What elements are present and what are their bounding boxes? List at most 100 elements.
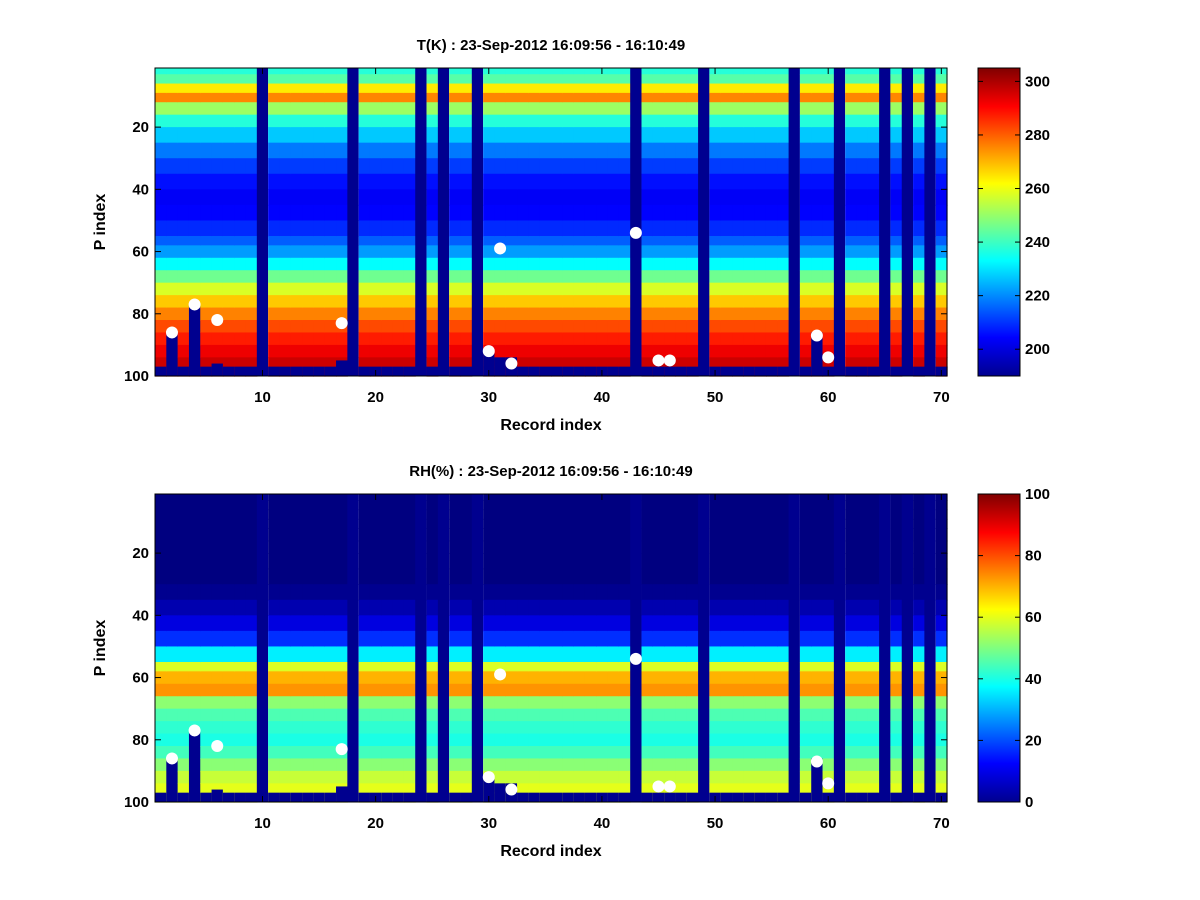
- heatmap-cell: [177, 770, 190, 784]
- heatmap-cell: [358, 173, 371, 190]
- heatmap-cell: [584, 127, 597, 144]
- heatmap-cell: [890, 528, 903, 542]
- heatmap-cell: [686, 746, 699, 760]
- heatmap-cell: [324, 204, 337, 222]
- heatmap-cell: [200, 257, 213, 271]
- heatmap-cell: [935, 721, 948, 735]
- heatmap-cell: [732, 671, 744, 685]
- missing-level-block: [279, 366, 292, 376]
- heatmap-cell: [822, 270, 835, 284]
- heatmap-cell: [505, 540, 518, 554]
- heatmap-cell: [777, 494, 790, 501]
- heatmap-cell: [935, 74, 948, 85]
- heatmap-cell: [302, 662, 314, 672]
- heatmap-cell: [765, 494, 778, 501]
- heatmap-cell: [935, 646, 948, 663]
- heatmap-cell: [867, 783, 880, 794]
- heatmap-cell: [392, 494, 405, 501]
- heatmap-cell: [211, 671, 224, 685]
- heatmap-cell: [890, 220, 903, 237]
- heatmap-cell: [177, 282, 190, 296]
- heatmap-cell: [279, 615, 292, 632]
- heatmap-cell: [777, 630, 790, 648]
- heatmap-cell: [302, 746, 314, 760]
- heatmap-cell: [313, 127, 326, 144]
- missing-level-block: [268, 792, 281, 802]
- heatmap-cell: [551, 307, 563, 321]
- heatmap-cell: [584, 114, 597, 128]
- heatmap-cell: [562, 320, 575, 334]
- heatmap-cell: [584, 68, 597, 75]
- heatmap-cell: [709, 615, 722, 632]
- heatmap-cell: [245, 599, 258, 616]
- heatmap-cell: [675, 102, 688, 116]
- heatmap-cell: [460, 142, 473, 159]
- chart-title: RH(%) : 23-Sep-2012 16:09:56 - 16:10:49: [409, 463, 692, 480]
- heatmap-cell: [268, 630, 281, 648]
- heatmap-cell: [460, 320, 473, 334]
- heatmap-cell: [618, 332, 631, 346]
- heatmap-cell: [313, 142, 326, 159]
- heatmap-cell: [799, 102, 812, 116]
- heatmap-cell: [211, 204, 224, 222]
- heatmap-cell: [403, 114, 416, 128]
- heatmap-cell: [890, 204, 903, 222]
- heatmap-cell: [867, 584, 880, 601]
- heatmap-cell: [426, 518, 439, 529]
- heatmap-cell: [551, 662, 563, 672]
- heatmap-cell: [562, 518, 575, 529]
- heatmap-cell: [822, 746, 835, 760]
- heatmap-cell: [584, 74, 597, 85]
- missing-record-column: [879, 68, 891, 376]
- heatmap-cell: [460, 173, 473, 190]
- heatmap-cell: [743, 683, 756, 697]
- heatmap-cell: [449, 540, 462, 554]
- heatmap-cell: [743, 158, 756, 175]
- heatmap-cell: [392, 357, 405, 368]
- heatmap-cell: [845, 68, 858, 75]
- temperature-heatmap: [155, 68, 948, 377]
- heatmap-cell: [664, 500, 677, 511]
- heatmap-cell: [460, 599, 473, 616]
- heatmap-cell: [664, 662, 677, 672]
- heatmap-cell: [551, 500, 563, 511]
- heatmap-cell: [743, 142, 756, 159]
- heatmap-cell: [867, 245, 880, 259]
- heatmap-cell: [562, 74, 575, 85]
- missing-level-block: [867, 792, 880, 802]
- heatmap-cell: [483, 584, 496, 601]
- heatmap-cell: [234, 528, 247, 542]
- heatmap-cell: [188, 189, 201, 206]
- heatmap-cell: [551, 270, 563, 284]
- heatmap-cell: [336, 646, 348, 663]
- heatmap-cell: [460, 584, 473, 601]
- heatmap-cell: [607, 270, 620, 284]
- heatmap-cell: [777, 662, 790, 672]
- heatmap-cell: [720, 295, 733, 309]
- heatmap-cell: [460, 257, 473, 271]
- heatmap-cell: [222, 204, 235, 222]
- heatmap-cell: [845, 494, 858, 501]
- heatmap-cell: [720, 733, 733, 747]
- heatmap-cell: [596, 189, 609, 206]
- heatmap-cell: [754, 245, 767, 259]
- missing-level-block: [188, 304, 201, 376]
- heatmap-cell: [539, 74, 552, 85]
- heatmap-cell: [494, 708, 507, 722]
- heatmap-cell: [675, 662, 688, 672]
- heatmap-cell: [754, 236, 767, 246]
- surface-marker: [822, 777, 835, 790]
- heatmap-cell: [822, 615, 835, 632]
- heatmap-cell: [166, 599, 179, 616]
- heatmap-cell: [913, 295, 925, 309]
- heatmap-cell: [290, 68, 303, 75]
- heatmap-cell: [505, 114, 518, 128]
- heatmap-cell: [573, 320, 586, 334]
- heatmap-cell: [155, 494, 167, 501]
- heatmap-cell: [641, 553, 654, 570]
- heatmap-cell: [505, 332, 518, 346]
- heatmap-cell: [381, 74, 394, 85]
- heatmap-cell: [381, 746, 394, 760]
